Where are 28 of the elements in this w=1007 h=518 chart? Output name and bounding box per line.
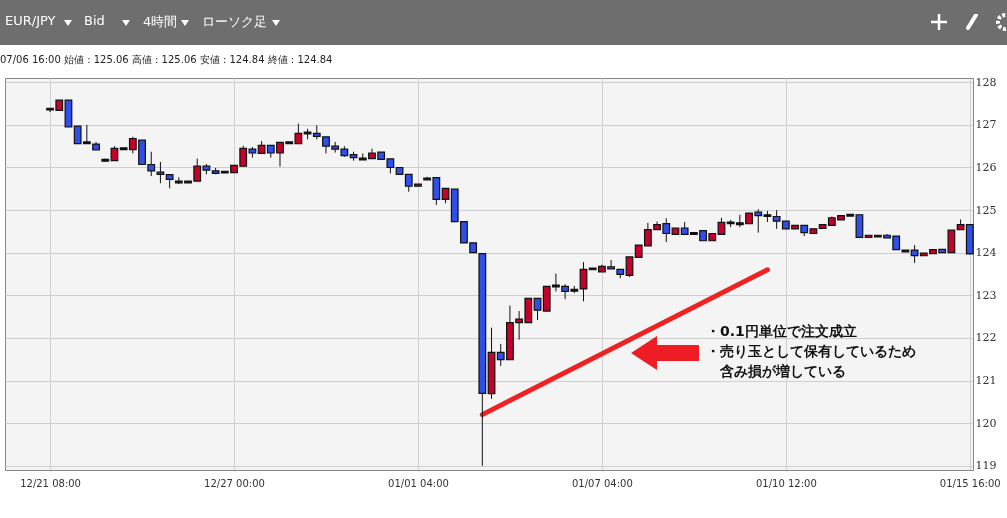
- y-tick-label: 121: [975, 374, 997, 388]
- x-tick-label: 12/27 00:00: [204, 477, 265, 489]
- y-tick-label: 126: [975, 160, 997, 174]
- y-tick-label: 123: [975, 288, 997, 302]
- annotation: ・売り玉として保有しているため: [706, 342, 916, 361]
- x-tick-label: 12/21 08:00: [20, 477, 81, 489]
- text: Bid: [84, 13, 105, 28]
- y-tick-label: 128: [975, 75, 997, 89]
- candlestick: [533, 297, 542, 321]
- text: 4時間: [143, 13, 178, 31]
- chart-subtitle: 07/06 16:00 始値 : 125.06 高値 : 125.06 安値 : 124.84 終値 : 124.84: [0, 53, 333, 67]
- y-tick-label: 122: [975, 331, 997, 345]
- y-tick-label: 119: [975, 459, 997, 473]
- text: ローソク足: [202, 13, 267, 31]
- candlestick: [625, 256, 634, 278]
- x-tick-label: 01/01 04:00: [388, 477, 449, 489]
- candlestick: [156, 161, 165, 184]
- x-tick-label: 01/10 12:00: [755, 477, 817, 489]
- annotation: 含み損が増している: [719, 362, 847, 381]
- y-tick-label: 124: [975, 246, 997, 260]
- x-tick-label: 01/07 04:00: [571, 477, 633, 489]
- y-tick-label: 120: [975, 416, 997, 430]
- chart-title: EUR/JPY: [5, 13, 56, 28]
- annotation: ・0.1円単位で注文成立: [706, 322, 858, 341]
- candlestick: [579, 261, 588, 302]
- y-tick-label: 127: [975, 118, 997, 132]
- x-tick-label: 01/15 16:00: [939, 477, 1001, 489]
- y-tick-label: 125: [975, 203, 997, 217]
